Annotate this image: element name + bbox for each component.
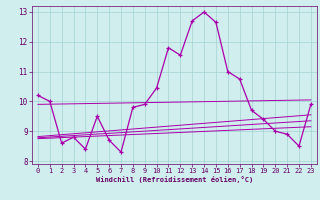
X-axis label: Windchill (Refroidissement éolien,°C): Windchill (Refroidissement éolien,°C) <box>96 176 253 183</box>
